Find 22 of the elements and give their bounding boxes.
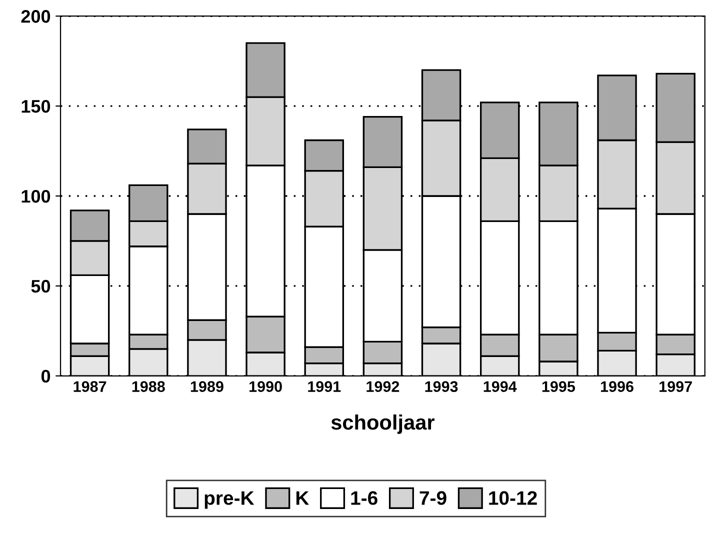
legend-label: 10-12: [489, 491, 537, 505]
x-tick-label: 1995: [542, 381, 576, 392]
x-tick-label: 1988: [132, 381, 165, 392]
x-tick-label: 1992: [366, 381, 400, 392]
x-tick-label: 1993: [425, 381, 458, 392]
x-tick-label: 1990: [250, 381, 282, 392]
x-tick-label: 1989: [190, 381, 224, 392]
y-tick-label: 0: [41, 370, 50, 383]
y-tick-label: 100: [22, 190, 50, 203]
legend-label: pre-K: [204, 491, 254, 509]
y-tick-label: 50: [31, 280, 50, 293]
x-axis-title: schooljaar: [331, 414, 434, 434]
x-tick-label: 1996: [600, 381, 634, 392]
legend-label: 1-6: [351, 491, 378, 505]
x-tick-label: 1994: [484, 381, 517, 392]
x-tick-label: 1997: [660, 381, 692, 392]
y-tick-label: 150: [22, 100, 50, 113]
x-tick-label: 1991: [308, 381, 341, 392]
x-tick-label: 1987: [74, 381, 106, 392]
legend-label: 7-9: [420, 491, 446, 505]
legend-label: K: [296, 491, 310, 505]
y-tick-label: 200: [21, 10, 50, 23]
